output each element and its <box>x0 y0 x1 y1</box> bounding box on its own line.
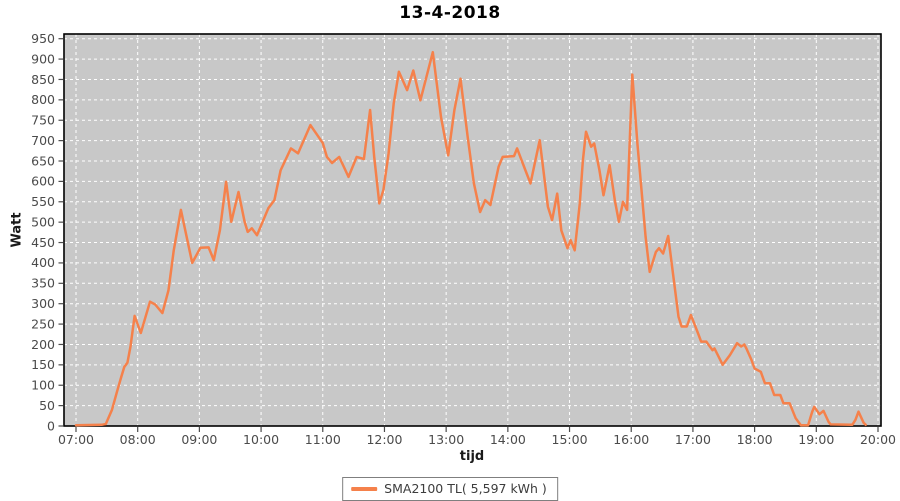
x-tick-label: 18:00 <box>737 432 773 447</box>
x-tick-label: 12:00 <box>366 432 402 447</box>
y-tick-label: 800 <box>31 92 55 107</box>
y-tick-label: 50 <box>39 398 55 413</box>
chart-title: 13-4-2018 <box>399 3 501 23</box>
x-tick-label: 08:00 <box>120 432 156 447</box>
y-tick-label: 600 <box>31 174 55 189</box>
y-tick-label: 450 <box>31 235 55 250</box>
legend-series-label: SMA2100 TL( 5,597 kWh ) <box>384 481 547 496</box>
x-tick-label: 17:00 <box>675 432 711 447</box>
y-tick-label: 0 <box>47 418 55 433</box>
y-tick-label: 900 <box>31 51 55 66</box>
series-line <box>74 50 867 427</box>
x-tick-label: 07:00 <box>58 432 94 447</box>
y-tick-label: 550 <box>31 194 55 209</box>
x-tick-label: 19:00 <box>798 432 834 447</box>
x-tick-label: 20:00 <box>860 432 896 447</box>
y-tick-label: 250 <box>31 316 55 331</box>
plot-border <box>63 33 882 427</box>
x-tick-label: 09:00 <box>181 432 217 447</box>
x-tick-label: 11:00 <box>305 432 341 447</box>
x-tick-label: 16:00 <box>613 432 649 447</box>
y-tick-label: 650 <box>31 153 55 168</box>
y-tick-label: 150 <box>31 357 55 372</box>
y-tick-label: 850 <box>31 72 55 87</box>
y-tick-label: 750 <box>31 113 55 128</box>
x-axis-title: tijd <box>459 449 485 464</box>
y-tick-label: 500 <box>31 214 55 229</box>
x-tick-label: 13:00 <box>428 432 464 447</box>
y-axis-title: Watt <box>9 212 25 248</box>
y-tick-label: 700 <box>31 133 55 148</box>
y-tick-label: 200 <box>31 337 55 352</box>
y-tick-label: 400 <box>31 255 55 270</box>
legend-series-swatch <box>351 486 378 491</box>
x-tick-label: 15:00 <box>552 432 588 447</box>
y-tick-label: 100 <box>31 378 55 393</box>
plot-background <box>64 34 881 426</box>
x-tick-label: 14:00 <box>490 432 526 447</box>
y-tick-label: 950 <box>31 31 55 46</box>
y-tick-label: 300 <box>31 296 55 311</box>
y-tick-label: 350 <box>31 276 55 291</box>
x-tick-label: 10:00 <box>243 432 279 447</box>
legend: SMA2100 TL( 5,597 kWh ) <box>342 477 558 501</box>
